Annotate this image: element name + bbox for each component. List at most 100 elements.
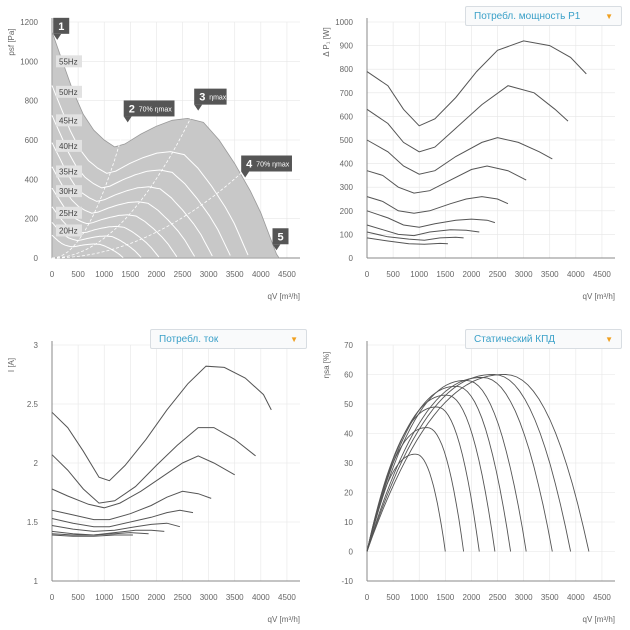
x-tick-label: 0 [365, 593, 370, 602]
speed-label-bg [56, 139, 82, 152]
x-tick-label: 3000 [200, 593, 218, 602]
x-tick-label: 500 [71, 270, 85, 279]
marker-pointer [194, 104, 203, 111]
y-tick-label: 300 [340, 183, 354, 192]
series-line-30Hz [51, 529, 165, 536]
x-tick-label: 0 [365, 270, 370, 279]
power-chart-panel: 0 100 200 300 400 500 600 700 800 900 1000 0 500 1000… [315, 0, 630, 315]
marker-pointer [123, 116, 132, 123]
y-tick-label: 70 [344, 341, 353, 350]
operating-point-marker: 2 70% ηmax [123, 100, 175, 123]
x-tick-label: 0 [50, 593, 55, 602]
y-tick-label: 1.5 [27, 518, 39, 527]
series-line-50Hz [51, 455, 235, 509]
y-axis-title: psf [Pa] [7, 28, 16, 55]
marker-number: 4 [246, 159, 253, 171]
marker-pointer [241, 171, 250, 178]
speed-label-bg [56, 85, 82, 98]
speed-label-bg [56, 165, 82, 178]
current-chart: 1 1.5 2 2.5 3 0 500 1000 1500 2000 2500 3000 3500 400… [7, 341, 300, 624]
x-tick-label: 4000 [567, 270, 585, 279]
speed-curve [51, 222, 142, 258]
marker-label: 70% ηmax [139, 106, 173, 113]
speed-label: 55Hz [59, 57, 78, 66]
speed-label-bg [56, 114, 82, 127]
speed-label-bg [56, 55, 82, 68]
efficiency-line [51, 114, 129, 259]
efficiency-line [51, 169, 246, 259]
x-tick-label: 2000 [148, 593, 166, 602]
y-tick-label: 1000 [335, 18, 353, 27]
series-line-50Hz [366, 137, 553, 175]
y-axis-title: ηsa [%] [322, 352, 331, 379]
pressure-chart-panel: 0 200 400 600 800 1000 1200 0 500 1000 1500 2000 250… [0, 0, 315, 315]
x-tick-label: 2500 [489, 270, 507, 279]
x-tick-label: 3500 [541, 270, 559, 279]
y-tick-label: 200 [25, 215, 39, 224]
y-tick-label: 3 [34, 341, 39, 350]
x-tick-label: 3000 [515, 270, 533, 279]
power-parameter-dropdown[interactable]: Потребл. мощность P1 ▼ [465, 6, 622, 26]
x-tick-label: 4000 [252, 270, 270, 279]
speed-label-bg [56, 206, 82, 219]
marker-box [53, 17, 70, 34]
x-tick-label: 1000 [95, 270, 113, 279]
x-tick-label: 2000 [463, 270, 481, 279]
series-line-45Hz [51, 490, 212, 521]
efficiency-curve-35Hz [366, 394, 496, 552]
efficiency-line [51, 102, 199, 259]
x-tick-label: 1000 [410, 270, 428, 279]
x-tick-label: 2500 [489, 593, 507, 602]
y-tick-label: 700 [340, 89, 354, 98]
efficiency-dropdown-label: Статический КПД [474, 334, 556, 345]
series-line-55Hz [366, 85, 569, 153]
series-line-60Hz [51, 365, 272, 482]
x-tick-label: 4000 [567, 593, 585, 602]
series-line-20Hz [366, 237, 448, 245]
power-dropdown-label: Потребл. мощность P1 [474, 11, 581, 22]
series-line-35Hz [366, 210, 496, 228]
x-axis-title: qV [m³/h] [268, 292, 300, 301]
chevron-down-icon: ▼ [605, 335, 613, 344]
efficiency-parameter-dropdown[interactable]: Статический КПД ▼ [465, 329, 622, 349]
y-tick-label: 50 [344, 400, 353, 409]
efficiency-curve-40Hz [366, 385, 512, 552]
speed-label: 40Hz [59, 142, 78, 151]
y-axis-title: Δ P₁ [W] [322, 27, 331, 56]
axes: 0 100 200 300 400 500 600 700 800 900 1000 0 500 1000… [322, 18, 615, 301]
efficiency-curve-50Hz [366, 377, 553, 552]
x-tick-label: 4500 [278, 593, 296, 602]
efficiency-curve-25Hz [366, 427, 465, 552]
x-axis-title: qV [m³/h] [583, 292, 615, 301]
x-tick-label: 1000 [410, 593, 428, 602]
y-tick-label: 30 [344, 459, 353, 468]
x-tick-label: 1500 [121, 593, 139, 602]
x-tick-label: 1000 [95, 593, 113, 602]
y-tick-label: 10 [344, 518, 353, 527]
speed-label: 35Hz [59, 167, 78, 176]
marker-box [123, 100, 175, 117]
x-tick-label: 4000 [252, 593, 270, 602]
x-tick-label: 4500 [278, 270, 296, 279]
series-line-40Hz [366, 196, 509, 214]
power-chart: 0 100 200 300 400 500 600 700 800 900 1000 0 500 1000… [322, 18, 615, 301]
x-tick-label: 500 [71, 593, 85, 602]
marker-number: 3 [199, 92, 205, 104]
y-tick-label: 1 [34, 577, 39, 586]
x-tick-label: 3500 [226, 593, 244, 602]
y-axis-title: I [A] [7, 358, 16, 372]
x-axis-title: qV [m³/h] [268, 615, 300, 624]
current-parameter-dropdown[interactable]: Потребл. ток ▼ [150, 329, 307, 349]
x-tick-label: 2000 [463, 593, 481, 602]
speed-label: 50Hz [59, 88, 78, 97]
x-tick-label: 500 [386, 593, 400, 602]
series-line-30Hz [366, 224, 480, 237]
y-tick-label: 2 [34, 459, 39, 468]
y-tick-label: -10 [341, 577, 353, 586]
current-chart-panel: 1 1.5 2 2.5 3 0 500 1000 1500 2000 2500 3000 3500 400… [0, 315, 315, 630]
y-tick-label: 100 [340, 230, 354, 239]
efficiency-curve-45Hz [366, 379, 527, 552]
series-line-25Hz [366, 231, 464, 241]
x-tick-label: 1500 [436, 270, 454, 279]
